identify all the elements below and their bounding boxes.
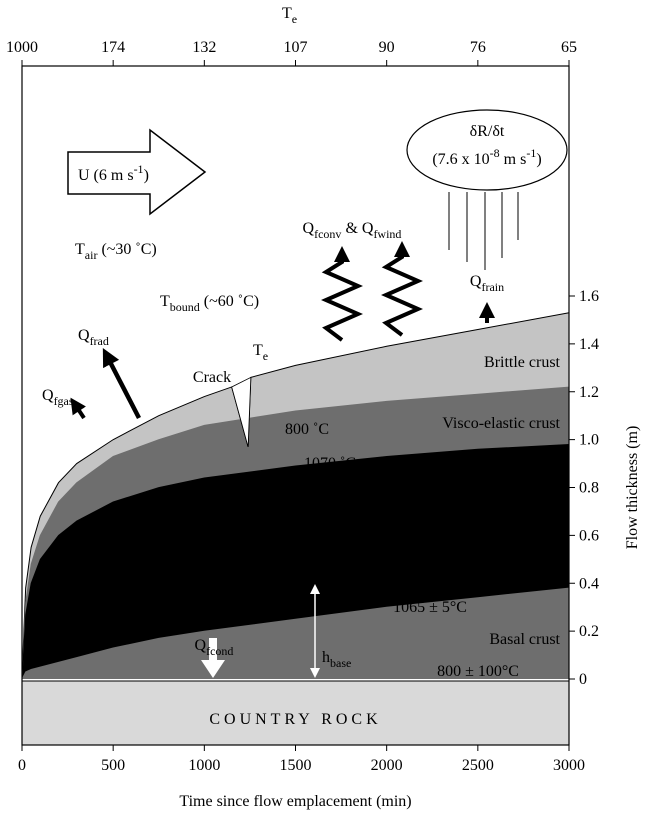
text-part: base bbox=[330, 656, 351, 670]
text-part: (7.6 x 10 bbox=[432, 151, 489, 168]
text-part: 800 ± 100°C bbox=[437, 663, 519, 680]
layer-label: Basal crust bbox=[489, 631, 560, 648]
y-tick-label: 0.2 bbox=[579, 623, 599, 640]
top-tick-label: 65 bbox=[561, 39, 577, 56]
x-tick-label: 0 bbox=[18, 757, 26, 774]
text-part: fconv bbox=[314, 227, 341, 241]
y-axis-label: Flow thickness (m) bbox=[624, 426, 641, 550]
y-tick-label: 1.4 bbox=[579, 336, 599, 353]
text-part: T bbox=[282, 5, 292, 22]
text-part: frad bbox=[90, 334, 109, 348]
x-axis-label: Time since flow emplacement (min) bbox=[179, 793, 411, 810]
top-tick-label: 107 bbox=[284, 39, 308, 56]
q-gas-arrow bbox=[76, 406, 84, 418]
y-tick-label: 0.4 bbox=[579, 575, 599, 592]
text-part: fgas bbox=[54, 394, 74, 408]
top-axis-label: Te bbox=[282, 5, 297, 26]
annotation: Te bbox=[253, 342, 268, 363]
text-part: bound bbox=[170, 300, 200, 314]
text-part: fcond bbox=[206, 644, 233, 658]
text-part: ) bbox=[144, 167, 149, 184]
text-part: e bbox=[292, 12, 297, 26]
text-part: frain bbox=[481, 280, 504, 294]
text-part: ) bbox=[536, 151, 541, 168]
text-part: e bbox=[263, 349, 268, 363]
text-part: h bbox=[322, 649, 330, 666]
text-part: Q bbox=[78, 327, 90, 344]
text-part: 800 ˚C bbox=[285, 421, 329, 438]
text-part: 1065 ± 5°C bbox=[393, 599, 467, 616]
top-tick-label: 132 bbox=[192, 39, 216, 56]
x-tick-label: 3000 bbox=[553, 757, 585, 774]
x-tick-label: 500 bbox=[101, 757, 125, 774]
text-part: (~60 ˚C) bbox=[200, 293, 259, 310]
text-part: fwind bbox=[373, 227, 401, 241]
layer-label: Molten core bbox=[482, 513, 560, 530]
text-part: (~30 ˚C) bbox=[97, 241, 156, 258]
annotation: Tbound (~60 ˚C) bbox=[160, 293, 259, 314]
text-part: Q bbox=[470, 273, 482, 290]
y-tick-label: 0.6 bbox=[579, 527, 599, 544]
text-part: T bbox=[253, 342, 263, 359]
annotation: 800 ˚C bbox=[285, 421, 329, 438]
q-conv-arrow bbox=[326, 256, 358, 340]
top-tick-label: 76 bbox=[470, 39, 486, 56]
annotation: 1150 ˚C bbox=[342, 525, 393, 542]
annotation: 1070 ˚C bbox=[304, 455, 356, 472]
text-part: δR/δt bbox=[470, 123, 505, 140]
top-tick-label: 174 bbox=[101, 39, 125, 56]
y-tick-label: 1.2 bbox=[579, 384, 599, 401]
text-part: air bbox=[85, 248, 98, 262]
text-part: U (6 m s bbox=[78, 167, 134, 184]
text-part: & Q bbox=[341, 220, 373, 237]
annotation: 800 ± 100°C bbox=[437, 663, 519, 680]
y-tick-label: 1.0 bbox=[579, 432, 599, 449]
text-part: -1 bbox=[526, 146, 536, 160]
annotation: Crack bbox=[193, 369, 231, 386]
y-tick-label: 1.6 bbox=[579, 288, 599, 305]
q-wind-arrow bbox=[386, 251, 418, 335]
text-part: 1150 ˚C bbox=[342, 525, 393, 542]
annotation: Qfgas bbox=[42, 387, 74, 408]
annotation: Qfconv & Qfwind bbox=[303, 220, 402, 241]
chart: COUNTRY ROCK Brittle crust Visco-elastic … bbox=[0, 0, 647, 816]
annotation: Qfrad bbox=[78, 327, 109, 348]
annotation: δR/δt bbox=[470, 123, 505, 140]
text-part: Q bbox=[303, 220, 315, 237]
text-part: Q bbox=[42, 387, 54, 404]
y-tick-label: 0.8 bbox=[579, 480, 599, 497]
base-layer-label: COUNTRY ROCK bbox=[209, 711, 381, 728]
x-tick-label: 2500 bbox=[462, 757, 494, 774]
text-part: T bbox=[75, 241, 85, 258]
x-tick-label: 1500 bbox=[280, 757, 312, 774]
text-part: m s bbox=[500, 151, 527, 168]
text-part: Q bbox=[195, 637, 207, 654]
x-tick-label: 2000 bbox=[371, 757, 403, 774]
y-tick-label: 0 bbox=[579, 671, 587, 688]
text-part: -1 bbox=[134, 162, 144, 176]
top-tick-label: 1000 bbox=[6, 39, 38, 56]
layer-label: Visco-elastic crust bbox=[442, 415, 560, 432]
page: {"chart_data": { "type": "area", "top_ax… bbox=[0, 0, 647, 816]
x-tick-label: 1000 bbox=[188, 757, 220, 774]
text-part: Crack bbox=[193, 369, 231, 386]
annotation: Qfrain bbox=[470, 273, 504, 294]
top-tick-label: 90 bbox=[379, 39, 395, 56]
text-part: T bbox=[160, 293, 170, 310]
q-rad-arrow bbox=[108, 358, 139, 418]
text-part: -8 bbox=[490, 146, 500, 160]
rain-ellipse bbox=[407, 110, 567, 190]
layer-label: Brittle crust bbox=[484, 354, 561, 371]
annotation: 1065 ± 5°C bbox=[393, 599, 467, 616]
text-part: 1070 ˚C bbox=[304, 455, 356, 472]
annotation: Tair (~30 ˚C) bbox=[75, 241, 157, 262]
